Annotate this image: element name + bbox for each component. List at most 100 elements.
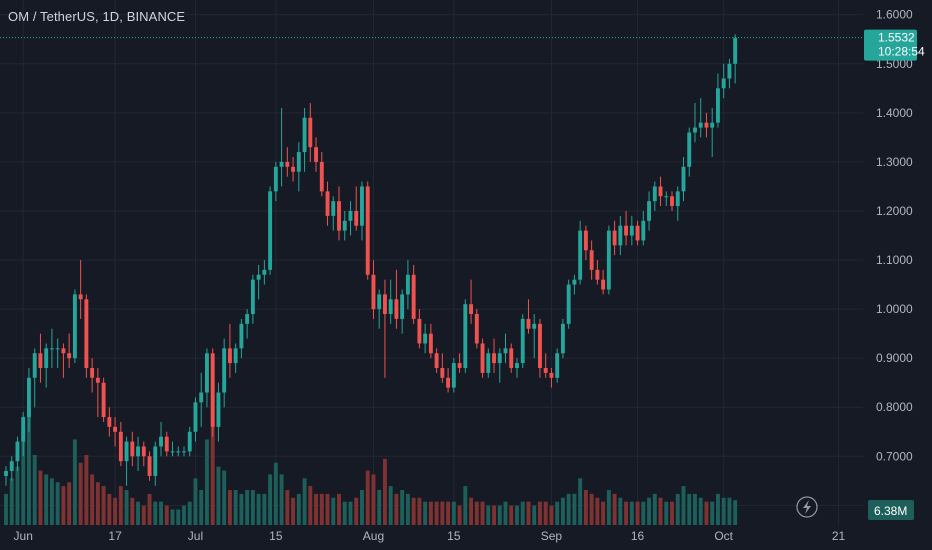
- candle-body: [670, 196, 674, 207]
- volume-bar: [492, 505, 496, 525]
- volume-bar: [32, 455, 37, 525]
- volume-bar: [337, 493, 341, 525]
- volume-bar: [113, 497, 118, 525]
- volume-bar: [193, 478, 198, 525]
- volume-bar: [463, 486, 468, 525]
- candle-body: [578, 230, 583, 280]
- volume-bar: [49, 478, 54, 525]
- candle: [319, 152, 324, 197]
- candle: [262, 260, 267, 285]
- candle-body: [629, 225, 634, 236]
- candle: [480, 338, 485, 378]
- candle-body: [205, 353, 209, 393]
- volume-bar: [319, 493, 324, 525]
- candle: [618, 215, 623, 256]
- candle-body: [15, 441, 20, 462]
- volume-bar: [38, 470, 43, 525]
- price-tag: 1.5532 10:28:54: [864, 29, 925, 61]
- candle-body: [549, 372, 554, 378]
- candle: [428, 323, 433, 359]
- candle: [147, 451, 152, 481]
- candle: [141, 441, 146, 467]
- candle-body: [704, 122, 709, 128]
- volume-bar: [641, 501, 646, 525]
- candle-body: [296, 152, 301, 172]
- y-tick-label: 0.8000: [876, 400, 913, 414]
- candle: [61, 343, 66, 378]
- candle-body: [130, 441, 135, 457]
- volume-bar: [715, 493, 720, 525]
- price-axis[interactable]: 0.60000.70000.80000.90001.00001.10001.20…: [876, 8, 913, 513]
- candles: [4, 34, 738, 486]
- candle: [4, 466, 8, 486]
- volume-bar: [296, 493, 301, 525]
- lightning-icon[interactable]: [796, 496, 818, 518]
- volume-bar: [256, 493, 261, 525]
- candle: [337, 186, 341, 241]
- volume-bar: [503, 501, 508, 525]
- y-tick-label: 0.9000: [876, 351, 913, 365]
- candle-body: [601, 279, 606, 290]
- volume-bar: [371, 474, 376, 525]
- candle: [44, 343, 49, 388]
- candle-body: [612, 230, 617, 246]
- candle-body: [532, 323, 537, 329]
- volume-bar: [141, 505, 146, 525]
- y-tick-label: 0.7000: [876, 449, 913, 463]
- volume-bar: [170, 509, 175, 525]
- candle-body: [141, 446, 146, 457]
- volume-bar: [72, 439, 77, 525]
- candle: [388, 279, 393, 324]
- volume-bar: [474, 501, 479, 525]
- candle-body: [32, 353, 37, 378]
- volume-bar: [4, 493, 8, 525]
- candle-body: [411, 274, 416, 319]
- candle: [273, 161, 278, 202]
- volume-bar: [394, 493, 399, 525]
- candle-body: [377, 294, 382, 310]
- volume-bar: [147, 493, 152, 525]
- price-tag-countdown: 10:28:54: [878, 45, 925, 59]
- candle: [72, 289, 77, 364]
- time-axis[interactable]: Jun 17 Jul 15 Aug 15 Sep 16 Oct 21: [14, 529, 846, 543]
- volume-bar: [664, 501, 669, 525]
- candle-body: [589, 250, 594, 270]
- candle-body: [543, 367, 548, 373]
- candle: [509, 343, 514, 373]
- candle: [698, 98, 703, 138]
- volume-bar: [693, 493, 697, 525]
- candle-body: [715, 88, 720, 123]
- candle: [176, 446, 181, 457]
- candle: [124, 436, 129, 486]
- volume-bar: [423, 501, 428, 525]
- candle-body: [21, 417, 26, 442]
- volume-bar: [164, 505, 169, 525]
- candle: [348, 201, 353, 236]
- candle: [612, 220, 617, 256]
- candle: [38, 333, 43, 383]
- candle: [216, 382, 221, 442]
- candle: [15, 436, 20, 472]
- candle: [199, 372, 204, 427]
- volume-bar: [652, 493, 657, 525]
- volume-bar: [365, 470, 370, 525]
- x-tick-label: Jul: [188, 529, 203, 543]
- candle-body: [348, 210, 353, 221]
- volume-bar: [222, 470, 227, 525]
- volume-bar: [27, 408, 31, 525]
- candle-body: [78, 294, 83, 300]
- candle: [159, 421, 163, 457]
- candle-body: [492, 353, 496, 364]
- candle: [497, 348, 502, 383]
- volume-bar: [543, 501, 548, 525]
- volume-bar: [515, 505, 519, 525]
- candle: [193, 397, 198, 442]
- candle-body: [164, 436, 169, 452]
- x-tick-label: Oct: [714, 529, 733, 543]
- candle-body: [572, 279, 577, 285]
- candle-body: [239, 323, 244, 349]
- volume-bar: [727, 497, 732, 525]
- candle-body: [520, 318, 525, 364]
- candle: [377, 289, 382, 329]
